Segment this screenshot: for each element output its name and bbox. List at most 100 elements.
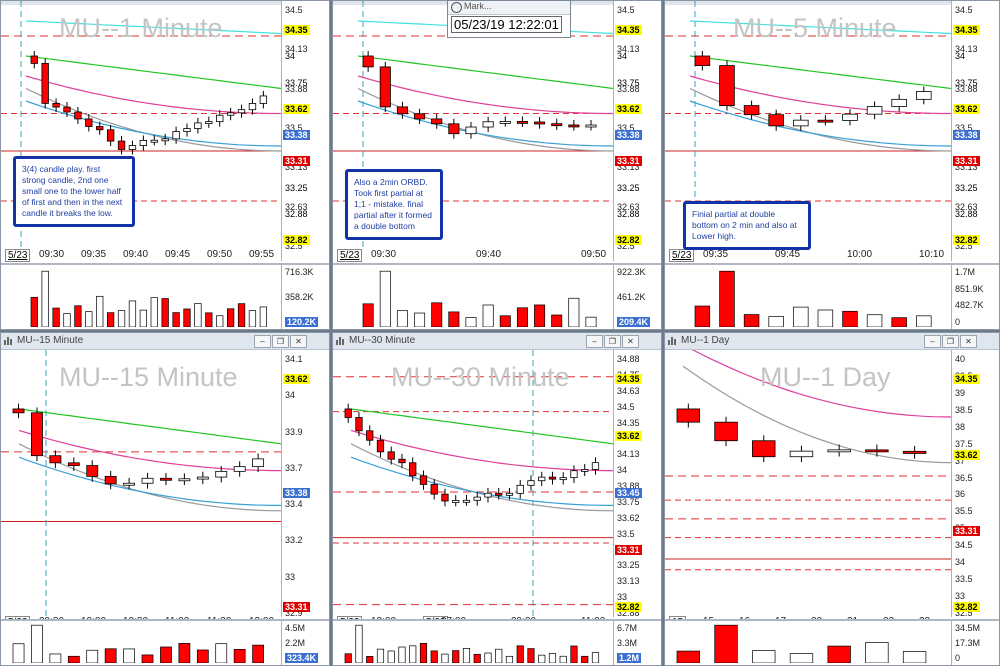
price-chart[interactable] (665, 350, 951, 618)
price-tick-label: 33.13 (617, 576, 640, 587)
time-tick-label: 09:45 (775, 249, 801, 260)
price-tick-label: 34.13 (285, 44, 308, 55)
candle-down (409, 462, 417, 477)
price-chart[interactable] (1, 350, 281, 618)
price-level-flag: 33.31 (283, 602, 310, 612)
close-button[interactable]: ✕ (290, 335, 307, 348)
candle-down (67, 462, 80, 466)
price-tick-label: 34 (617, 465, 628, 476)
price-tick-label: 32.63 (285, 201, 308, 212)
volume-bar (551, 314, 563, 327)
candle-up (226, 112, 235, 116)
price-tick-label: 33.5 (955, 574, 973, 585)
chart-pane-p5[interactable]: MU--30 Minute–❐✕MU--30 Minute34.8834.753… (332, 332, 662, 666)
restore-button[interactable]: ❐ (942, 335, 959, 348)
clock-icon (451, 2, 462, 13)
volume-tick-label: 323.4K (285, 653, 319, 663)
volume-bar (448, 311, 460, 327)
candle-up (915, 91, 932, 100)
volume-bar (74, 305, 82, 327)
window-titlebar[interactable]: MU--30 Minute – ❐ ✕ (333, 333, 661, 350)
moving-average-line (689, 87, 951, 152)
volume-bar (355, 624, 363, 663)
moving-average-line (689, 100, 951, 147)
price-level-flag: 32.82 (953, 602, 980, 612)
candle-up (792, 119, 809, 127)
time-tick-label: 09:55 (249, 249, 275, 260)
price-tick-label: 32.63 (955, 201, 978, 212)
window-titlebar[interactable]: MU--1 Day – ❐ ✕ (665, 333, 999, 350)
volume-bar (30, 296, 38, 327)
price-tick-label: 36 (955, 489, 966, 500)
price-tick-label: 33.13 (617, 162, 640, 173)
candle-down (63, 106, 71, 113)
candle-up (452, 500, 460, 503)
close-button[interactable]: ✕ (960, 335, 977, 348)
close-button[interactable]: ✕ (622, 335, 639, 348)
volume-bar (196, 649, 209, 663)
moving-average-line (25, 20, 281, 35)
restore-button[interactable]: ❐ (604, 335, 621, 348)
volume-bar (842, 310, 858, 327)
chart-pane-p2[interactable]: 34.5 34.13 33.88 33.5 33.13 32.63 32.5 34.35 34 3… (332, 0, 662, 330)
price-chart[interactable] (333, 1, 613, 251)
candle-up (538, 476, 546, 482)
volume-bar (559, 655, 567, 663)
candle-down (414, 113, 426, 120)
candle-down (516, 121, 528, 124)
time-tick-label: 09:35 (81, 249, 107, 260)
candle-up (482, 121, 494, 128)
price-level-flag: 33.31 (953, 526, 980, 536)
price-tick-label: 33.25 (617, 560, 640, 571)
candle-down (448, 123, 460, 135)
time-tick-label: 10:00 (847, 249, 873, 260)
volume-bar (473, 653, 481, 663)
candle-up (183, 128, 191, 132)
volume-bar (465, 317, 477, 327)
volume-bar (233, 649, 246, 663)
price-tick-label: 33.88 (955, 83, 978, 94)
volume-bar (441, 653, 449, 663)
restore-button[interactable]: ❐ (272, 335, 289, 348)
candle-up (505, 492, 514, 496)
volume-bar (398, 646, 406, 663)
minimize-button[interactable]: – (254, 335, 271, 348)
chart-watermark: MU--5 Minute (733, 13, 897, 43)
volume-pane: 4.5M 2.2M 323.4K (1, 619, 329, 665)
price-tick-label: 32.88 (617, 608, 640, 618)
volume-chart (30, 270, 267, 327)
price-tick-label: 39 (955, 387, 966, 398)
price-level-flag: 33.75 (617, 77, 640, 88)
price-level-flag: 33.62 (283, 103, 310, 114)
volume-bar (793, 306, 809, 327)
volume-pane: 922.3K 461.2K 209.4K (333, 263, 661, 329)
candle-down (676, 408, 701, 423)
chart-pane-p6[interactable]: MU--1 Day–❐✕MU--1 Day4039.53938.53837.53… (664, 332, 1000, 666)
price-chart[interactable] (1, 1, 281, 251)
candle-down (366, 430, 374, 441)
chart-window-icon (336, 336, 345, 345)
volume-bar (538, 654, 546, 663)
price-tick-label: 34.63 (617, 385, 640, 396)
volume-bar (141, 654, 154, 663)
chart-pane-p4[interactable]: MU--15 Minute – ❐ ✕ MU--15 Minute 34.1 34 33.9 3… (0, 332, 330, 666)
window-title: MU--15 Minute (17, 335, 84, 346)
candle-down (387, 451, 395, 460)
candle-down (398, 458, 406, 464)
volume-pane: 34.5M 17.3M 0 (665, 619, 999, 665)
minimize-button[interactable]: – (924, 335, 941, 348)
chart-pane-p1[interactable]: MU--1 Minute 34.5 34.13 33.88 33.5 33.13 32.63… (0, 0, 330, 330)
volume-bar (916, 315, 932, 327)
candle-down (534, 121, 546, 125)
price-level-flag: 34.35 (615, 374, 642, 384)
chart-pane-p3[interactable]: MU--5 Minute 34.5 34.13 33.88 33.5 33.13 32.63… (664, 0, 1000, 330)
volume-pane: 716.3K 358.2K 120.2K (1, 263, 329, 329)
price-level-flag: 33.62 (953, 450, 980, 460)
price-chart[interactable] (665, 1, 951, 251)
volume-bar (743, 314, 760, 327)
candle-up (216, 114, 224, 123)
window-titlebar[interactable]: MU--15 Minute – ❐ ✕ (1, 333, 329, 350)
minimize-button[interactable]: – (586, 335, 603, 348)
price-tick-label: 37 (955, 455, 966, 466)
price-chart[interactable] (333, 350, 613, 618)
